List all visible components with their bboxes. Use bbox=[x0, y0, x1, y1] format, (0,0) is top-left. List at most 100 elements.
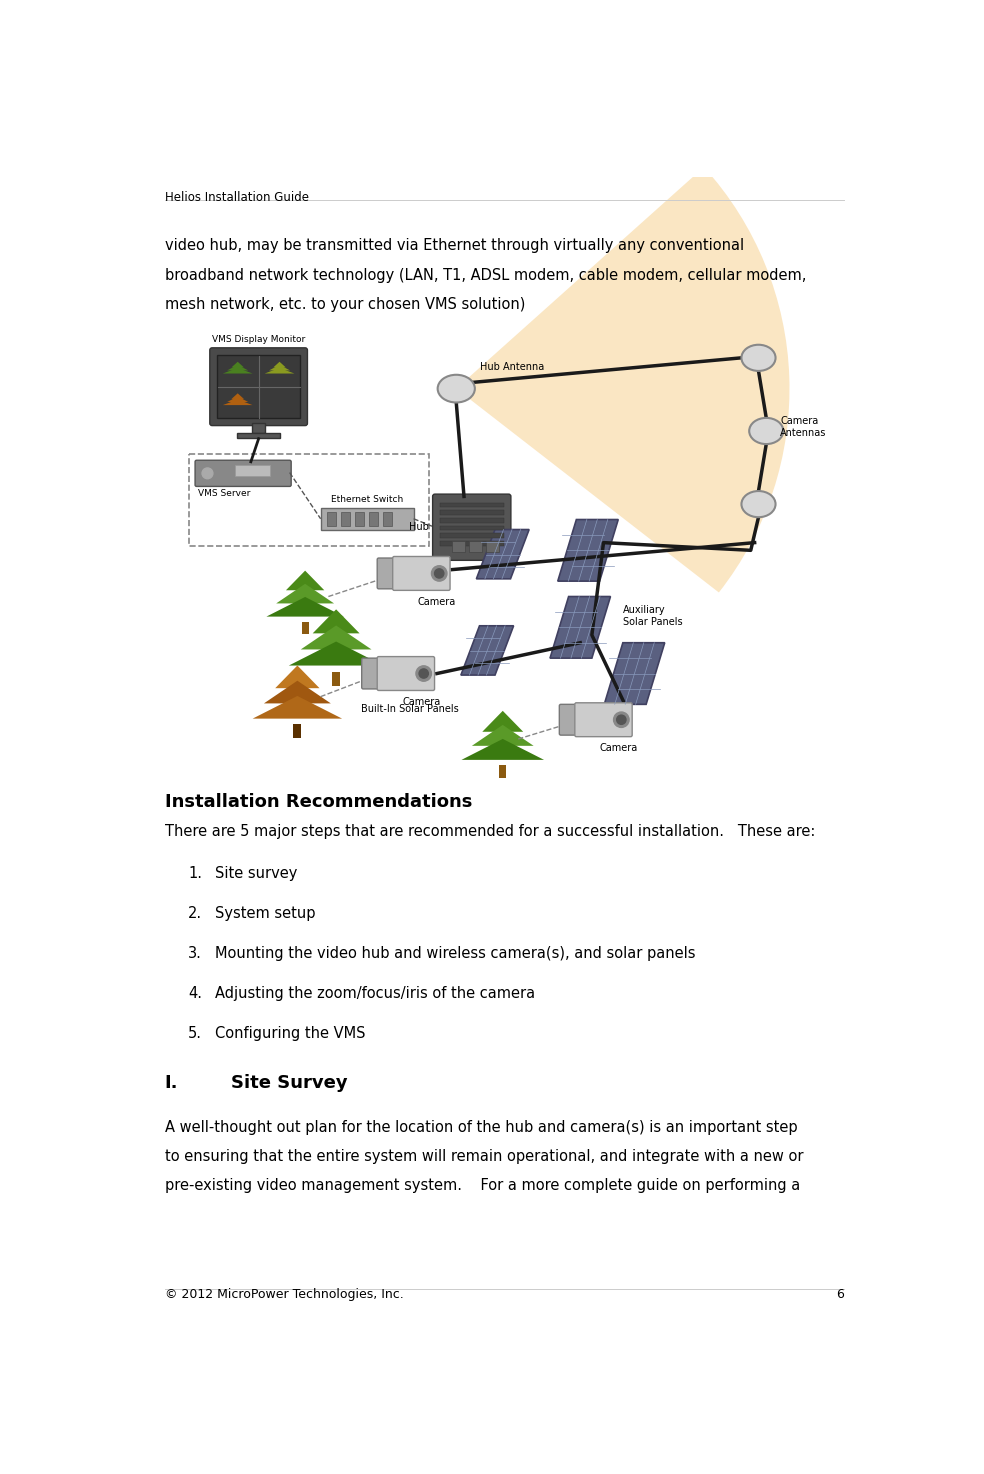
Polygon shape bbox=[227, 397, 248, 402]
Text: Camera
Antennas: Camera Antennas bbox=[780, 416, 827, 438]
Circle shape bbox=[435, 569, 444, 578]
Polygon shape bbox=[231, 361, 244, 367]
Circle shape bbox=[419, 669, 428, 678]
Bar bbox=[440, 517, 504, 523]
Bar bbox=[486, 541, 499, 551]
Bar bbox=[332, 672, 340, 687]
Text: 4.: 4. bbox=[188, 986, 202, 1001]
Bar bbox=[440, 503, 504, 507]
FancyBboxPatch shape bbox=[575, 703, 632, 737]
Polygon shape bbox=[267, 597, 343, 616]
Circle shape bbox=[614, 712, 629, 728]
Polygon shape bbox=[274, 361, 285, 367]
Text: Hub Antenna: Hub Antenna bbox=[479, 361, 544, 371]
Polygon shape bbox=[269, 366, 290, 370]
Bar bbox=[235, 464, 271, 476]
Bar bbox=[321, 509, 413, 529]
Text: Camera: Camera bbox=[600, 743, 639, 753]
Text: 6: 6 bbox=[835, 1288, 843, 1302]
Polygon shape bbox=[289, 641, 384, 666]
Polygon shape bbox=[461, 738, 544, 761]
Text: VMS Display Monitor: VMS Display Monitor bbox=[212, 335, 305, 343]
Text: Site Survey: Site Survey bbox=[230, 1075, 347, 1092]
Circle shape bbox=[202, 467, 213, 479]
Polygon shape bbox=[482, 710, 523, 731]
Bar bbox=[237, 432, 280, 438]
FancyBboxPatch shape bbox=[393, 557, 450, 591]
Text: Auxiliary
Solar Panels: Auxiliary Solar Panels bbox=[623, 604, 683, 626]
Polygon shape bbox=[550, 597, 610, 657]
Polygon shape bbox=[264, 681, 331, 703]
Polygon shape bbox=[222, 399, 253, 405]
FancyBboxPatch shape bbox=[362, 657, 382, 688]
Wedge shape bbox=[457, 167, 789, 593]
Polygon shape bbox=[253, 696, 342, 719]
Text: A well-thought out plan for the location of the hub and camera(s) is an importan: A well-thought out plan for the location… bbox=[165, 1120, 797, 1135]
Circle shape bbox=[617, 715, 626, 724]
Text: System setup: System setup bbox=[215, 907, 316, 921]
Bar bbox=[327, 511, 337, 526]
FancyBboxPatch shape bbox=[559, 705, 580, 736]
FancyBboxPatch shape bbox=[433, 494, 511, 560]
Polygon shape bbox=[461, 626, 514, 675]
Polygon shape bbox=[476, 529, 529, 579]
Text: video hub, may be transmitted via Ethernet through virtually any conventional: video hub, may be transmitted via Ethern… bbox=[165, 239, 744, 254]
Polygon shape bbox=[265, 368, 294, 373]
Bar bbox=[340, 511, 350, 526]
Text: 3.: 3. bbox=[188, 946, 202, 961]
Ellipse shape bbox=[742, 345, 775, 371]
FancyBboxPatch shape bbox=[377, 559, 398, 588]
Text: Camera: Camera bbox=[402, 697, 441, 706]
Bar bbox=[453, 541, 464, 551]
Text: to ensuring that the entire system will remain operational, and integrate with a: to ensuring that the entire system will … bbox=[165, 1150, 803, 1164]
FancyBboxPatch shape bbox=[195, 460, 291, 486]
FancyBboxPatch shape bbox=[377, 656, 435, 690]
Text: Site survey: Site survey bbox=[215, 867, 297, 881]
Bar bbox=[440, 534, 504, 538]
FancyBboxPatch shape bbox=[210, 348, 307, 426]
Text: broadband network technology (LAN, T1, ADSL modem, cable modem, cellular modem,: broadband network technology (LAN, T1, A… bbox=[165, 267, 806, 283]
Bar bbox=[293, 724, 301, 738]
Bar bbox=[440, 541, 504, 545]
Bar bbox=[469, 541, 482, 551]
Text: Adjusting the zoom/focus/iris of the camera: Adjusting the zoom/focus/iris of the cam… bbox=[215, 986, 535, 1001]
Polygon shape bbox=[558, 519, 618, 581]
Bar bbox=[253, 423, 265, 432]
Text: Helios Installation Guide: Helios Installation Guide bbox=[165, 190, 309, 203]
Polygon shape bbox=[222, 368, 253, 373]
Text: Camera: Camera bbox=[418, 597, 456, 606]
Polygon shape bbox=[277, 584, 335, 603]
Bar bbox=[369, 511, 378, 526]
Text: Mounting the video hub and wireless camera(s), and solar panels: Mounting the video hub and wireless came… bbox=[215, 946, 696, 961]
Ellipse shape bbox=[438, 374, 475, 402]
Circle shape bbox=[431, 566, 447, 581]
Polygon shape bbox=[604, 643, 665, 705]
Polygon shape bbox=[313, 609, 359, 634]
Text: I.: I. bbox=[165, 1075, 178, 1092]
Bar bbox=[302, 622, 309, 634]
Ellipse shape bbox=[742, 491, 775, 517]
Text: pre-existing video management system.    For a more complete guide on performing: pre-existing video management system. Fo… bbox=[165, 1178, 800, 1192]
Bar bbox=[440, 526, 504, 531]
Bar bbox=[383, 511, 392, 526]
Polygon shape bbox=[472, 725, 533, 746]
Text: 1.: 1. bbox=[188, 867, 202, 881]
Text: Ethernet Switch: Ethernet Switch bbox=[331, 495, 403, 504]
Bar bbox=[216, 355, 300, 419]
Polygon shape bbox=[227, 366, 248, 370]
Polygon shape bbox=[286, 570, 325, 590]
Text: 2.: 2. bbox=[188, 907, 203, 921]
Text: VMS Server: VMS Server bbox=[198, 489, 251, 498]
Ellipse shape bbox=[749, 419, 783, 444]
Bar bbox=[354, 511, 364, 526]
Text: Installation Recommendations: Installation Recommendations bbox=[165, 793, 472, 811]
Text: Built-In Solar Panels: Built-In Solar Panels bbox=[361, 705, 459, 715]
Polygon shape bbox=[231, 394, 244, 399]
Text: mesh network, etc. to your chosen VMS solution): mesh network, etc. to your chosen VMS so… bbox=[165, 296, 525, 311]
Text: There are 5 major steps that are recommended for a successful installation.   Th: There are 5 major steps that are recomme… bbox=[165, 824, 815, 839]
Text: Configuring the VMS: Configuring the VMS bbox=[215, 1026, 366, 1041]
Bar bbox=[440, 510, 504, 514]
Polygon shape bbox=[301, 625, 372, 650]
Circle shape bbox=[416, 666, 431, 681]
Text: © 2012 MicroPower Technologies, Inc.: © 2012 MicroPower Technologies, Inc. bbox=[165, 1288, 403, 1302]
